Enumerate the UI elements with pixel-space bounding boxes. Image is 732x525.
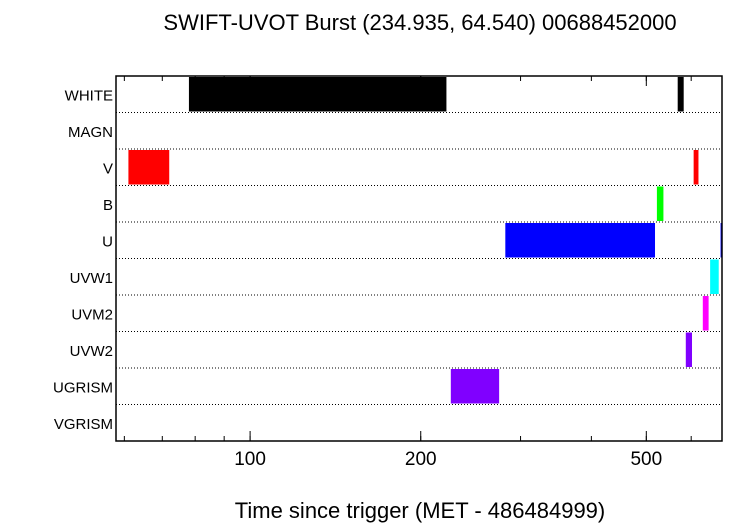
filter-label-u: U [102, 233, 113, 250]
segment-white-1 [677, 77, 684, 112]
segment-uvm2-8 [702, 296, 709, 331]
exposure-segments [128, 77, 723, 404]
x-tick-label-500: 500 [630, 449, 662, 470]
segment-v-2 [128, 150, 170, 185]
filter-label-uvm2: UVM2 [71, 306, 113, 323]
x-tick-label-200: 200 [405, 449, 437, 470]
filter-label-magn: MAGN [68, 124, 113, 141]
x-axis-label: Time since trigger (MET - 486484999) [235, 498, 606, 523]
filter-label-b: B [103, 197, 113, 214]
filter-label-uvw1: UVW1 [70, 270, 113, 287]
segment-uvw2-9 [685, 332, 693, 367]
segment-white-0 [188, 77, 447, 112]
filter-rows: WHITE MAGN V B U UVW1 UVM2 UVW2 UGRISM VGRISM [53, 87, 722, 433]
plot-frame [115, 75, 723, 442]
segment-v-3 [693, 150, 699, 185]
filter-label-white: WHITE [65, 87, 113, 104]
filter-label-uvw2: UVW2 [70, 343, 113, 360]
filter-label-ugrism: UGRISM [53, 379, 113, 396]
segment-u-5 [505, 223, 656, 258]
segment-ugrism-10 [450, 369, 500, 404]
filter-label-vgrism: VGRISM [54, 416, 113, 433]
filter-label-v: V [103, 160, 113, 177]
x-tick-label-100: 100 [234, 449, 266, 470]
segment-uvw1-7 [710, 259, 719, 294]
segment-b-4 [656, 186, 664, 221]
x-axis-ticks: 100 200 500 [123, 76, 692, 470]
chart-title: SWIFT-UVOT Burst (234.935, 64.540) 00688… [163, 10, 676, 35]
